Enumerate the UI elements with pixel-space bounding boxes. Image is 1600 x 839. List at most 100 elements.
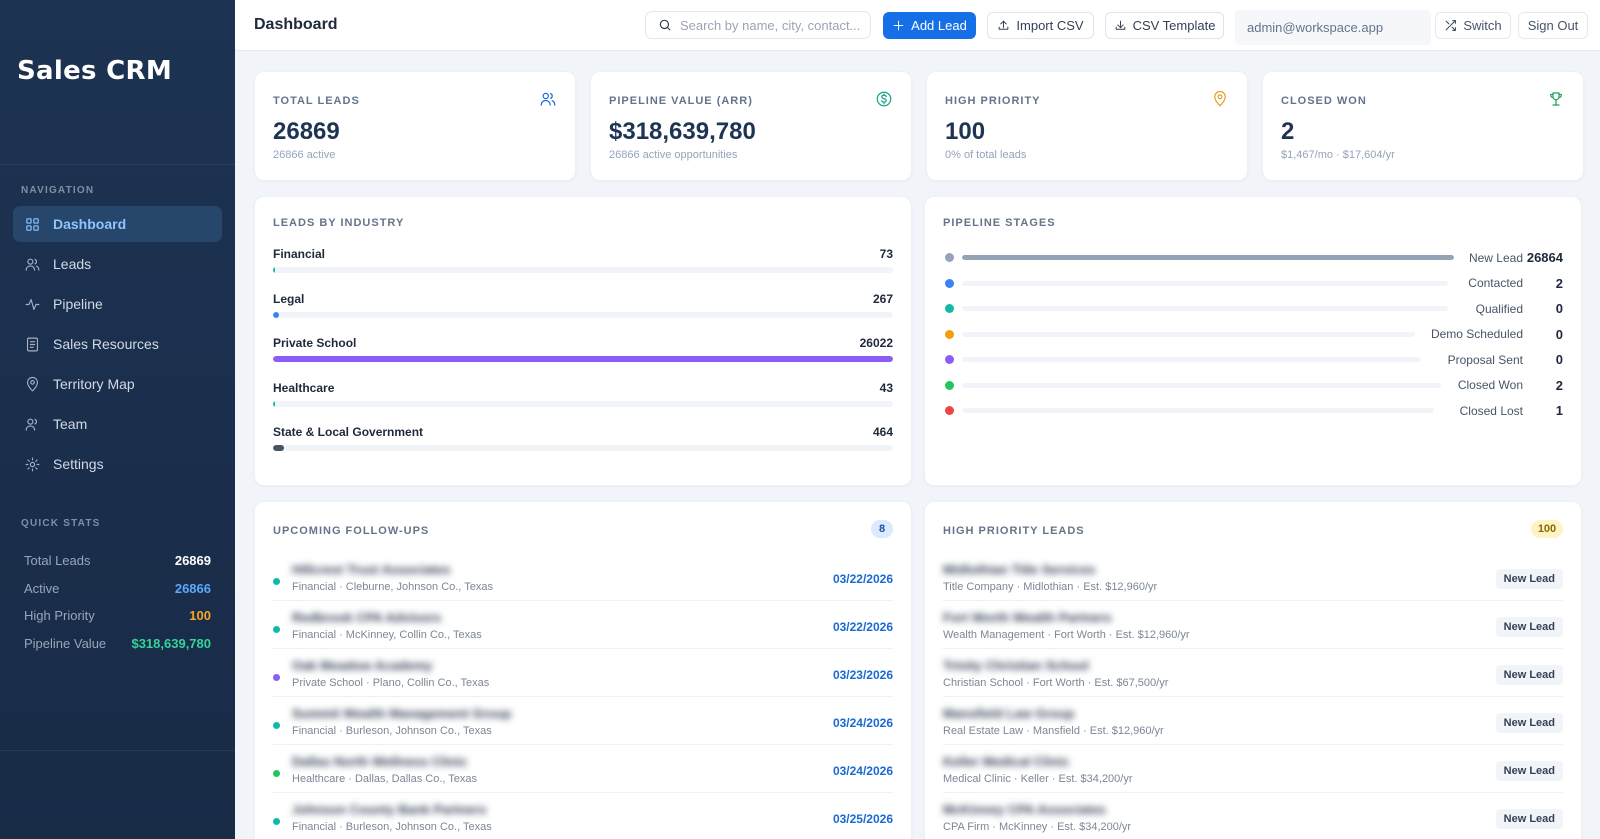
sidebar-item-label: Settings [53, 456, 104, 472]
stat-value: 26869 [273, 118, 340, 145]
industry-list: Financial 73 Legal 267 Private School 26022 He… [273, 247, 893, 470]
pipeline-stages-card: PIPELINE STAGES New Lead 26864 Contacted 2 Q… [924, 196, 1582, 486]
industry-name: Financial [273, 247, 326, 261]
sidebar-item-leads[interactable]: Leads [13, 246, 222, 282]
gear-icon [24, 456, 41, 473]
followup-row[interactable]: Johnson County Bank Partners Financial · … [273, 793, 893, 839]
csv-template-button[interactable]: CSV Template [1105, 12, 1224, 39]
industry-count: 26022 [859, 336, 893, 350]
stage-bar-track [962, 382, 1441, 388]
high-priority-row[interactable]: Trinity Christian School Christian School… [943, 649, 1563, 697]
sidebar-item-settings[interactable]: Settings [13, 446, 222, 482]
industry-bar-fill [273, 445, 285, 451]
quick-stat-row: Active 26866 [24, 575, 211, 603]
high-priority-row[interactable]: Keller Medical Clinic Medical Clinic · Ke… [943, 745, 1563, 793]
industry-row: Healthcare 43 [273, 381, 893, 426]
activity-icon [24, 296, 41, 313]
quick-stat-row: Total Leads 26869 [24, 547, 211, 575]
followup-date: 03/25/2026 [832, 812, 893, 826]
sidebar-item-sales-resources[interactable]: Sales Resources [13, 326, 222, 362]
followup-name[interactable]: Redbrook CPA Advisors [292, 610, 442, 625]
followup-name[interactable]: Johnson County Bank Partners [292, 802, 487, 817]
sidebar: Sales CRM NAVIGATION Dashboard Leads Pipel… [0, 0, 235, 839]
followups-list: Hillcrest Trust Associates Financial · Cl… [273, 553, 893, 839]
lead-name[interactable]: Keller Medical Clinic [943, 754, 1070, 769]
industry-row: Financial 73 [273, 247, 893, 292]
add-lead-button[interactable]: Add Lead [883, 12, 976, 39]
grid-icon [24, 216, 41, 233]
nav-section-label: NAVIGATION [21, 185, 95, 196]
followup-status-dot [273, 674, 280, 681]
quick-stat-value: 26866 [174, 580, 211, 596]
followup-status-dot [273, 770, 280, 777]
sidebar-item-dashboard[interactable]: Dashboard [13, 206, 222, 242]
high-priority-row[interactable]: Mansfield Law Group Real Estate Law · Man… [943, 697, 1563, 745]
sidebar-item-label: Pipeline [53, 296, 103, 312]
stat-card-pipeline-value-arr: PIPELINE VALUE (ARR) $318,639,780 26866 ac… [590, 71, 912, 181]
sidebar-divider [0, 750, 235, 751]
app-logo-text[interactable]: Sales CRM [17, 56, 173, 86]
search-box[interactable] [645, 11, 871, 39]
stage-count: 0 [1555, 301, 1563, 317]
sidebar-item-label: Territory Map [53, 376, 135, 392]
followup-row[interactable]: Summit Wealth Management Group Financial … [273, 697, 893, 745]
followup-row[interactable]: Oak Meadow Academy Private School · Plano… [273, 649, 893, 697]
stat-card-high-priority: HIGH PRIORITY 100 0% of total leads [926, 71, 1248, 181]
followup-row[interactable]: Hillcrest Trust Associates Financial · Cl… [273, 553, 893, 601]
search-input[interactable] [680, 17, 860, 33]
lead-name[interactable]: Fort Worth Wealth Partners [943, 610, 1112, 625]
high-priority-title: HIGH PRIORITY LEADS [943, 525, 1085, 537]
followup-row[interactable]: Dallas North Wellness Clinic Healthcare ·… [273, 745, 893, 793]
industry-bar-fill [273, 311, 280, 318]
map-pin-icon [24, 376, 41, 393]
users-icon [24, 256, 41, 273]
shuffle-icon [1446, 20, 1457, 31]
sidebar-item-territory-map[interactable]: Territory Map [13, 366, 222, 402]
sign-out-button[interactable]: Sign Out [1518, 12, 1588, 39]
followup-name[interactable]: Oak Meadow Academy [292, 658, 433, 673]
followup-name[interactable]: Summit Wealth Management Group [292, 706, 512, 721]
industry-bar-fill [273, 356, 893, 362]
high-priority-row[interactable]: Midlothian Title Services Title Company ·… [943, 553, 1563, 601]
dollar-circle-icon [875, 90, 893, 108]
stage-dot [945, 406, 954, 416]
users-icon [539, 90, 557, 108]
followup-name[interactable]: Hillcrest Trust Associates [292, 562, 451, 577]
lead-name[interactable]: Midlothian Title Services [943, 562, 1096, 577]
followup-row[interactable]: Redbrook CPA Advisors Financial · McKinne… [273, 601, 893, 649]
lead-name[interactable]: Mansfield Law Group [943, 706, 1075, 721]
sign-out-label: Sign Out [1527, 18, 1579, 33]
followup-meta: Financial · Burleson, Johnson Co., Texas [292, 725, 492, 737]
stage-dot [945, 329, 954, 339]
industry-title: LEADS BY INDUSTRY [273, 217, 405, 229]
stage-row: Demo Scheduled 0 [943, 322, 1563, 348]
import-csv-button[interactable]: Import CSV [987, 12, 1094, 39]
sidebar-item-label: Sales Resources [53, 336, 159, 352]
quick-stat-value: 100 [189, 608, 211, 624]
followup-date: 03/22/2026 [832, 620, 893, 634]
high-priority-row[interactable]: McKinney CPA Associates CPA Firm · McKinn… [943, 793, 1563, 839]
followup-meta: Healthcare · Dallas, Dallas Co., Texas [292, 773, 478, 785]
followup-name[interactable]: Dallas North Wellness Clinic [292, 754, 468, 769]
stage-badge: New Lead [1495, 569, 1563, 589]
stage-dot [945, 380, 954, 390]
lead-meta: Title Company · Midlothian · Est. $12,96… [943, 581, 1158, 593]
stat-subtext: 26866 active opportunities [609, 149, 738, 161]
stage-name: Closed Won [1457, 378, 1523, 393]
stage-dot [945, 278, 954, 288]
switch-button[interactable]: Switch [1435, 12, 1511, 39]
sidebar-item-pipeline[interactable]: Pipeline [13, 286, 222, 322]
industry-bar-track [273, 356, 893, 362]
high-priority-row[interactable]: Fort Worth Wealth Partners Wealth Managem… [943, 601, 1563, 649]
lead-name[interactable]: Trinity Christian School [943, 658, 1089, 673]
stat-subtext: 26866 active [273, 149, 336, 161]
followup-date: 03/22/2026 [832, 572, 893, 586]
industry-count: 73 [879, 247, 893, 261]
stage-badge: New Lead [1495, 809, 1563, 829]
trophy-icon [1547, 90, 1565, 108]
followup-status-dot [273, 626, 280, 633]
stage-bar-track [962, 255, 1455, 261]
page-title: Dashboard [254, 16, 338, 33]
lead-name[interactable]: McKinney CPA Associates [943, 802, 1106, 817]
sidebar-item-team[interactable]: Team [13, 406, 222, 442]
